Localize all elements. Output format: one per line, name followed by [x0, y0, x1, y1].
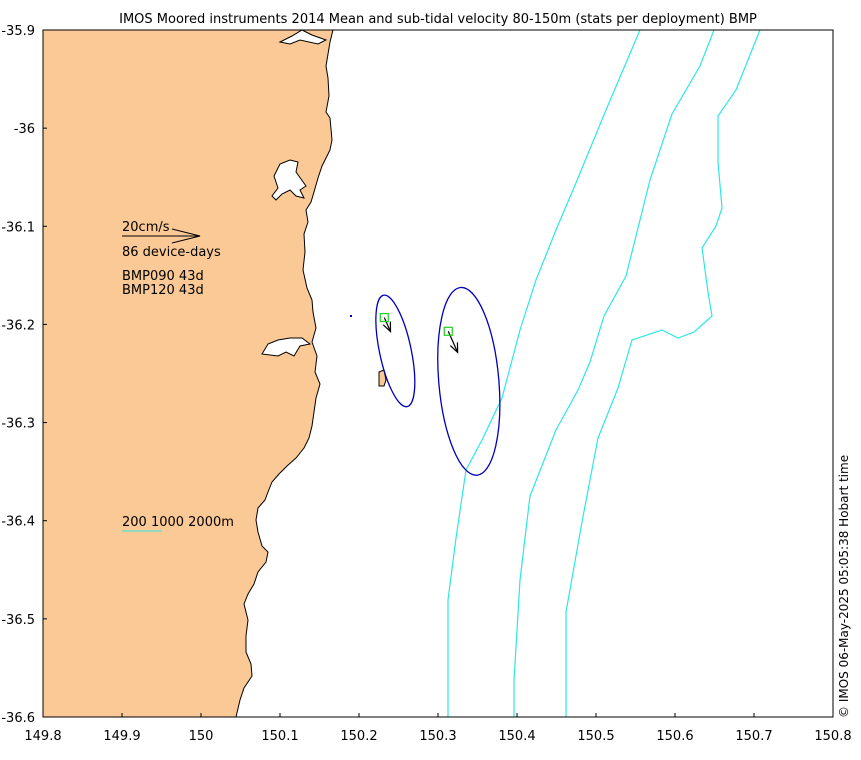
- y-tick-label: -36.4: [1, 515, 35, 530]
- legend-isobaths: 200 1000 2000m: [122, 515, 234, 530]
- x-tick-label: 149.8: [24, 729, 61, 744]
- station-marker-1: [379, 312, 389, 323]
- velocity-arrowhead-1: [382, 321, 392, 334]
- coastline: [235, 29, 334, 718]
- variance-ellipse-1: [375, 294, 416, 408]
- y-tick-label: -36.2: [1, 318, 35, 333]
- x-tick-label: 150: [189, 729, 214, 744]
- x-tick-label: 150.2: [340, 729, 377, 744]
- velocity-arrow-1: [383, 317, 392, 332]
- y-tick-label: -36: [14, 122, 35, 137]
- land-layer: [43, 29, 387, 718]
- legend-scale-arrow-head: [171, 228, 201, 244]
- y-axis-ticks: -35.9 -36 -36.1 -36.2 -36.3 -36.4 -36.5 -36.6: [1, 24, 47, 726]
- island: [378, 369, 387, 387]
- legend-deployment-2: BMP120 43d: [122, 283, 204, 298]
- estuary-moruya: [261, 337, 312, 357]
- x-tick-label: 149.9: [103, 729, 140, 744]
- x-tick-label: 150.8: [814, 729, 851, 744]
- x-tick-label: 150.4: [498, 729, 535, 744]
- chart-title: IMOS Moored instruments 2014 Mean and su…: [119, 12, 757, 27]
- x-tick-label: 150.1: [261, 729, 298, 744]
- mooring-layer: [350, 286, 501, 476]
- isobath-2000m: [565, 29, 761, 717]
- y-tick-label: -36.6: [1, 711, 35, 726]
- velocity-arrowhead-2: [449, 342, 459, 354]
- y-tick-label: -36.3: [1, 417, 35, 432]
- variance-ellipse-2: [437, 286, 501, 476]
- mooring-dot: [350, 315, 352, 317]
- x-tick-label: 150.3: [419, 729, 456, 744]
- x-axis-ticks: 149.8 149.9 150 150.1 150.2 150.3 150.4 150.5 15…: [24, 713, 852, 744]
- isobath-200m: [447, 29, 641, 717]
- isobath-layer: [447, 29, 761, 717]
- legend-deployment-1: BMP090 43d: [122, 269, 204, 284]
- legend: 20cm/s 86 device-days BMP090 43d BMP120 …: [122, 220, 234, 532]
- station-marker-2: [443, 326, 453, 336]
- x-tick-label: 150.7: [735, 729, 772, 744]
- y-tick-label: -35.9: [1, 24, 35, 39]
- y-tick-label: -36.5: [1, 613, 35, 628]
- timestamp: © IMOS 06-May-2025 05:05:38 Hobart time: [837, 455, 851, 718]
- land-mass: [43, 30, 333, 717]
- isobath-1000m: [513, 29, 715, 717]
- x-tick-label: 150.6: [656, 729, 693, 744]
- y-tick-label: -36.1: [1, 220, 35, 235]
- legend-scale-label: 20cm/s: [122, 220, 170, 235]
- estuary-north: [278, 29, 328, 45]
- x-tick-label: 150.5: [577, 729, 614, 744]
- estuary-batemans: [271, 159, 307, 201]
- legend-device-days: 86 device-days: [122, 245, 221, 260]
